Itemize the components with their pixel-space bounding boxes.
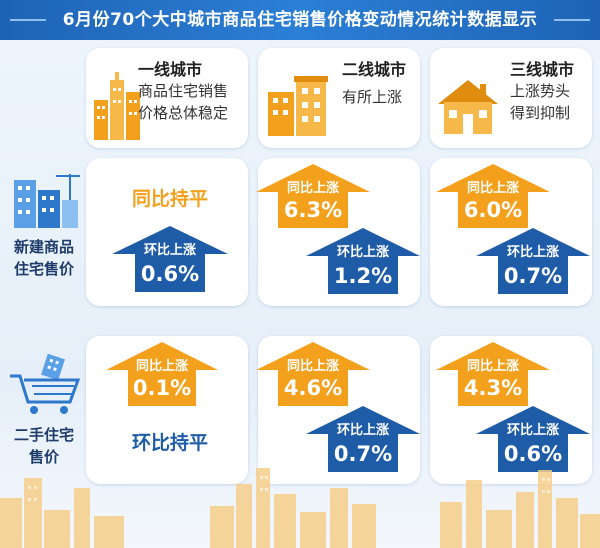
second-hand-tier3-yoy-label: 同比上涨 — [466, 359, 519, 374]
title-rule-left — [10, 19, 46, 21]
tier1-name: 一线城市 — [138, 60, 203, 79]
second-hand-tier3-yoy-arrow: 同比上涨 4.3% — [436, 342, 550, 406]
tier3-name: 三线城市 — [510, 60, 575, 79]
tier2-desc: 有所上涨 — [342, 88, 403, 106]
row-label-second-hand: 二手住宅 售价 — [13, 426, 74, 466]
new-building-icon — [14, 174, 80, 228]
new-homes-tier2-mom-arrow: 环比上涨 1.2% — [306, 228, 420, 294]
second-hand-tier2-yoy-value: 4.6% — [283, 376, 343, 400]
second-hand-tier3-yoy-value: 4.3% — [463, 376, 523, 400]
new-homes-tier3-yoy-value: 6.0% — [463, 198, 523, 222]
second-hand-tier1-mom-flat: 环比持平 — [132, 432, 209, 454]
second-hand-tier1-yoy-value: 0.1% — [132, 376, 192, 400]
new-homes-tier2-yoy-value: 6.3% — [283, 198, 343, 222]
new-homes-tier2-yoy-label: 同比上涨 — [286, 181, 339, 196]
tier2-apartment-icon — [268, 76, 328, 136]
second-hand-tier2-mom-arrow: 环比上涨 0.7% — [306, 406, 420, 472]
second-hand-tier1-yoy-arrow: 同比上涨 0.1% — [106, 342, 218, 406]
tier3-header-card: 三线城市 上涨势头 得到抑制 — [430, 48, 592, 148]
title-rule-right — [554, 19, 590, 21]
tier1-desc: 商品住宅销售 价格总体稳定 — [138, 82, 229, 122]
shopping-cart-building-icon — [10, 353, 81, 414]
second-hand-tier2-yoy-label: 同比上涨 — [286, 359, 339, 374]
second-hand-tier3-mom-arrow: 环比上涨 0.6% — [476, 406, 590, 472]
city-skyline-icon — [0, 468, 600, 548]
page-title: 6月份70个大中城市商品住宅销售价格变动情况统计数据显示 — [62, 10, 538, 30]
tier3-house-icon — [438, 80, 498, 134]
new-homes-tier3-mom-arrow: 环比上涨 0.7% — [476, 228, 590, 294]
second-hand-tier3-mom-label: 环比上涨 — [506, 423, 559, 438]
tier3-desc: 上涨势头 得到抑制 — [510, 82, 571, 122]
tier1-header-card: 一线城市 商品住宅销售 价格总体稳定 — [86, 48, 248, 148]
second-hand-tier2-yoy-arrow: 同比上涨 4.6% — [256, 342, 370, 406]
new-homes-tier1-mom-value: 0.6% — [140, 262, 200, 286]
second-hand-tier2-mom-value: 0.7% — [333, 442, 393, 466]
new-homes-tier2-mom-value: 1.2% — [333, 264, 393, 288]
new-homes-tier1-mom-label: 环比上涨 — [143, 243, 196, 258]
new-homes-tier3-mom-label: 环比上涨 — [506, 245, 559, 260]
new-homes-tier1-mom-arrow: 环比上涨 0.6% — [112, 226, 228, 292]
second-hand-tier2-mom-label: 环比上涨 — [336, 423, 389, 438]
tier2-name: 二线城市 — [342, 60, 407, 79]
tier1-skyline-icon — [94, 72, 140, 140]
new-homes-tier3-yoy-label: 同比上涨 — [466, 181, 519, 196]
new-homes-tier2-yoy-arrow: 同比上涨 6.3% — [256, 164, 370, 228]
second-hand-tier1-yoy-label: 同比上涨 — [135, 359, 188, 374]
tier2-header-card: 二线城市 有所上涨 — [258, 48, 420, 148]
new-homes-tier2-mom-label: 环比上涨 — [336, 245, 389, 260]
title-bar — [0, 0, 600, 40]
new-homes-tier3-mom-value: 0.7% — [503, 264, 563, 288]
new-homes-tier1-yoy-flat: 同比持平 — [132, 188, 209, 210]
row-label-new-homes: 新建商品 住宅售价 — [13, 238, 74, 278]
second-hand-tier3-mom-value: 0.6% — [503, 442, 563, 466]
new-homes-tier3-yoy-arrow: 同比上涨 6.0% — [436, 164, 550, 228]
